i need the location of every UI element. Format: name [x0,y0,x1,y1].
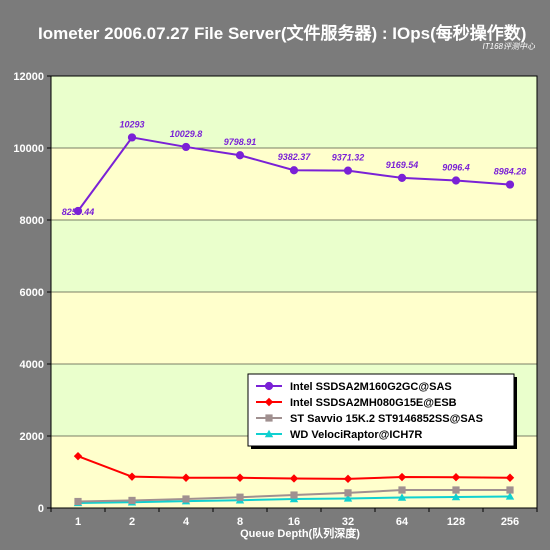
data-point [343,166,353,175]
data-point [343,474,353,484]
data-point [127,133,137,142]
data-point [73,451,83,461]
data-label: 9382.37 [278,152,312,162]
data-point [182,495,190,503]
y-tick-label: 6000 [20,287,44,299]
legend: Intel SSDSA2M160G2GC@SAS Intel SSDSA2MH08… [247,373,517,449]
data-point [290,491,298,499]
data-point [343,494,353,502]
watermark: IT168评测中心 [483,42,536,51]
data-label: 8250.44 [62,207,95,217]
legend-marker [264,381,274,391]
data-point [397,493,407,501]
data-label: 8984.28 [494,167,527,177]
plot-band [51,220,537,292]
data-label: 9371.32 [332,153,365,163]
data-point [235,473,245,482]
legend-box [247,373,515,447]
x-tick-label: 16 [288,516,300,528]
x-axis-label: Queue Depth(队列深度) [240,526,360,540]
data-point [344,489,352,497]
y-tick-label: 4000 [20,359,44,371]
legend-marker [264,397,274,407]
data-point [235,151,245,160]
data-label: 9096.4 [442,163,470,173]
x-tick-label: 1 [75,516,81,528]
plot-band [51,76,537,148]
chart-title: Iometer 2006.07.27 File Server(文件服务器) : … [38,23,526,43]
data-label: 10029.8 [170,129,203,139]
data-point [73,206,83,216]
y-tick-label: 0 [38,503,44,515]
data-point [505,180,515,189]
data-point [289,166,299,175]
data-point [397,173,407,182]
x-tick-label: 8 [237,516,243,528]
data-label: 9798.91 [224,137,257,147]
data-point [127,472,137,481]
data-point [452,486,460,494]
legend-entry: Intel SSDSA2MH080G15E@ESB [290,397,457,409]
legend-entry: WD VelociRaptor@ICH7R [290,429,422,441]
data-point [397,472,407,482]
data-point [289,474,299,483]
x-tick-label: 4 [183,516,190,528]
data-label: 10293 [119,119,144,129]
data-point [74,497,82,506]
data-point [398,486,406,494]
data-point [236,493,244,501]
legend-entry: ST Savvio 15K.2 ST9146852SS@SAS [290,413,483,425]
x-tick-label: 256 [501,516,519,528]
data-point [128,496,136,505]
data-point [451,473,461,482]
plot-area: 0 2000 4000 6000 8000 10000 12000 1 2 4 8 16 32 64 128… [13,71,538,528]
data-point [451,492,461,501]
data-point [505,473,515,482]
y-tick-label: 10000 [13,143,44,155]
y-tick-label: 8000 [20,215,44,227]
x-tick-label: 128 [447,516,465,528]
y-tick-label: 12000 [13,71,44,83]
data-label: 9169.54 [386,160,419,170]
plot-band [51,292,537,364]
data-point [181,142,191,152]
y-tick-label: 2000 [20,431,44,443]
legend-marker [265,414,273,422]
legend-marker [264,429,274,438]
data-point [505,492,515,500]
x-tick-label: 2 [129,516,135,528]
data-point [506,486,514,494]
x-tick-label: 64 [396,516,409,528]
data-point [451,176,461,185]
x-tick-label: 32 [342,516,354,528]
legend-entry: Intel SSDSA2M160G2GC@SAS [290,381,452,393]
data-point [181,473,191,482]
